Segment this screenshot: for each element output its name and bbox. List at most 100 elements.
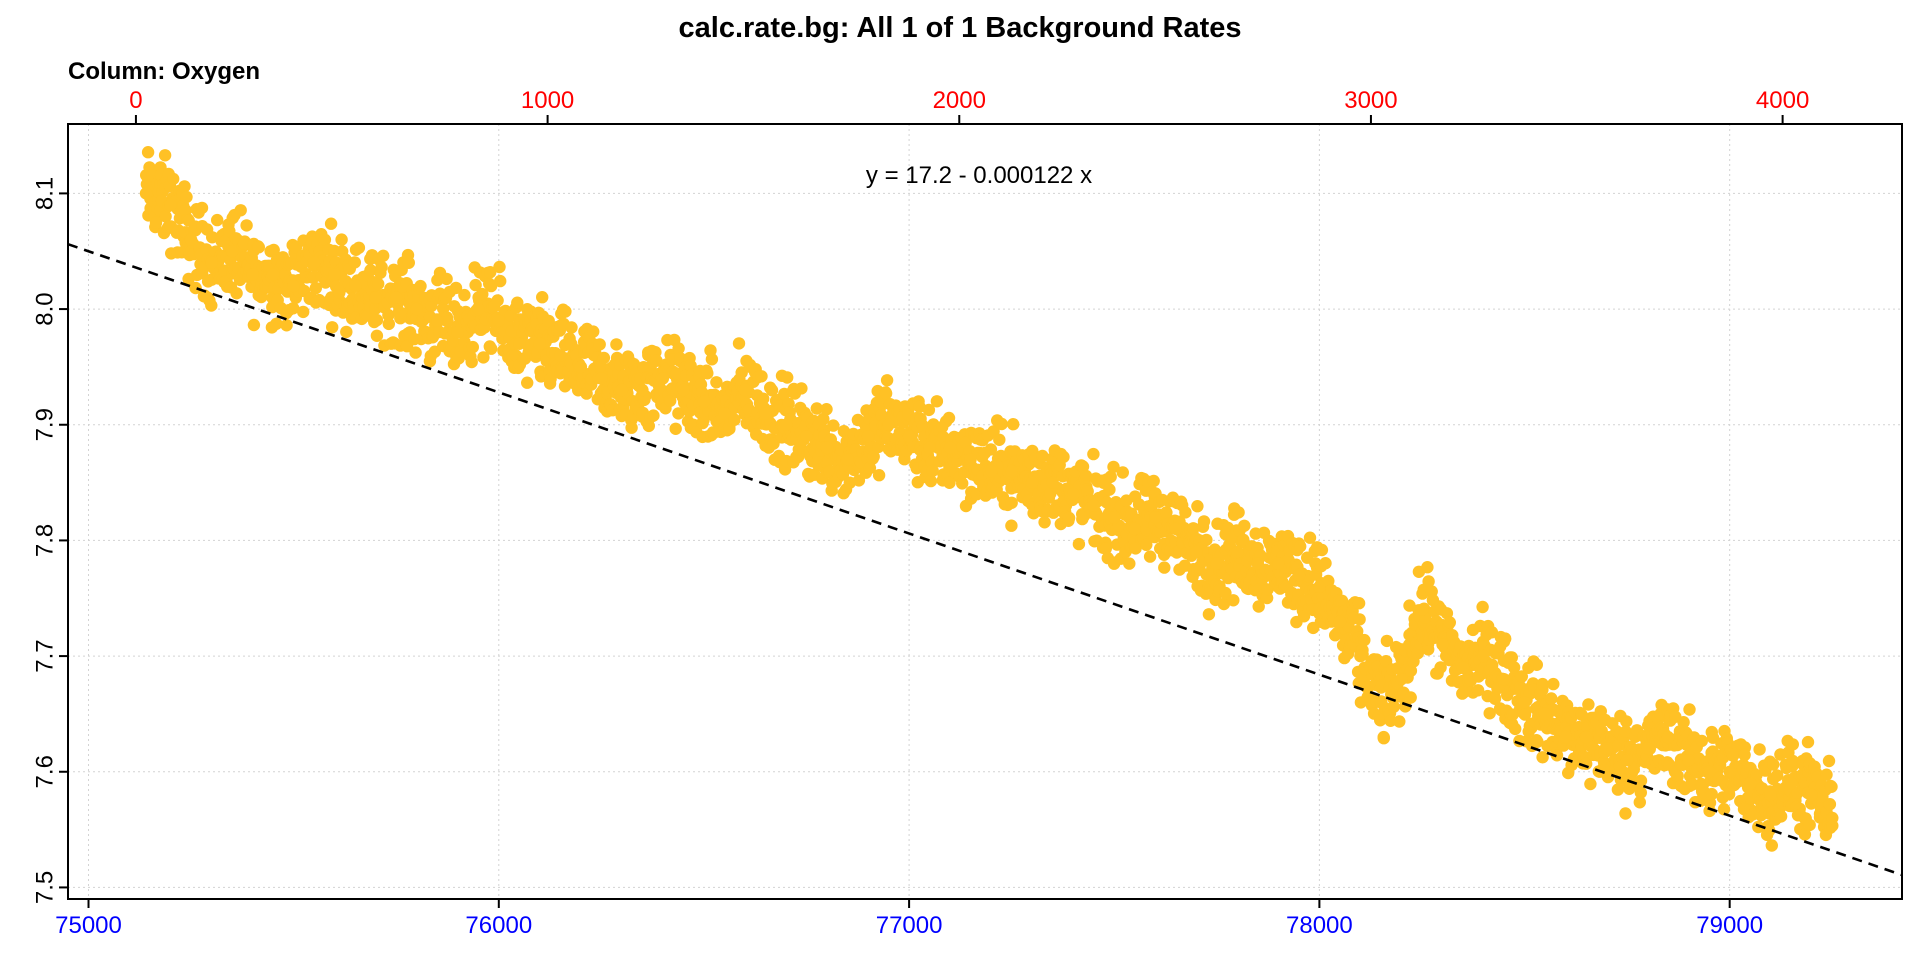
data-point (189, 281, 202, 295)
data-point (326, 321, 339, 334)
data-point (1374, 696, 1388, 709)
data-point (247, 318, 261, 332)
data-point (1217, 597, 1231, 611)
data-point (1518, 708, 1532, 721)
data-point (1322, 574, 1335, 588)
x-tick-label: 76000 (465, 912, 532, 939)
data-point (880, 374, 894, 387)
data-point (1744, 777, 1757, 790)
data-point (1079, 469, 1093, 483)
data-point (1620, 715, 1633, 728)
data-point (1634, 774, 1648, 787)
data-point (1507, 661, 1521, 674)
data-point (1753, 743, 1766, 756)
data-point (985, 464, 998, 478)
data-point (1600, 742, 1613, 755)
data-point (1103, 483, 1116, 496)
data-point (554, 349, 567, 362)
data-point (672, 342, 685, 355)
data-point (875, 409, 888, 422)
x-tick-label: 77000 (876, 912, 943, 939)
data-point (493, 260, 506, 274)
data-point (1803, 818, 1816, 832)
data-point (1531, 735, 1544, 748)
data-point (1723, 765, 1736, 778)
data-point (308, 256, 321, 269)
data-point (837, 425, 851, 438)
data-point (1252, 600, 1265, 613)
y-tick-label: 8.1 (31, 177, 58, 210)
data-point (149, 216, 163, 229)
data-point (141, 146, 155, 159)
data-point (266, 268, 280, 281)
data-point (1619, 725, 1633, 738)
data-point (1582, 698, 1595, 711)
data-point (728, 413, 741, 426)
data-point (718, 407, 731, 420)
data-point (1123, 557, 1136, 570)
data-point (827, 419, 840, 432)
data-point (1143, 550, 1157, 563)
data-point (1763, 824, 1776, 837)
data-point (1358, 633, 1371, 647)
data-point (710, 376, 723, 389)
data-point (755, 370, 768, 383)
data-point (1057, 450, 1070, 464)
data-point (823, 465, 836, 478)
data-point (1823, 798, 1837, 811)
data-point (352, 241, 366, 254)
data-point (382, 317, 395, 331)
data-point (595, 372, 608, 385)
data-point (841, 453, 854, 466)
data-point (1738, 748, 1751, 762)
data-point (574, 360, 588, 374)
data-point (1421, 561, 1434, 574)
data-point (1005, 496, 1018, 509)
data-point (494, 274, 507, 288)
y-tick-label: 7.7 (31, 639, 58, 672)
data-point (1210, 557, 1224, 570)
data-point (431, 314, 444, 327)
data-point (267, 243, 280, 257)
data-point (610, 338, 623, 351)
data-point (465, 355, 478, 369)
data-point (1007, 418, 1020, 431)
y-tick-label: 7.9 (31, 408, 58, 441)
data-point (1005, 464, 1018, 478)
data-point (1099, 542, 1113, 555)
data-point (1785, 777, 1798, 790)
data-point (765, 384, 779, 397)
data-point (184, 233, 198, 246)
data-point (1072, 537, 1086, 551)
data-point (139, 187, 153, 200)
data-point (1671, 769, 1684, 783)
data-point (1705, 787, 1718, 801)
data-point (309, 281, 322, 295)
data-point (1319, 557, 1332, 570)
data-point (677, 383, 690, 397)
data-point (1107, 460, 1120, 474)
data-point (672, 407, 685, 420)
data-point (1584, 777, 1597, 791)
data-point (1303, 531, 1317, 544)
data-point (1179, 506, 1192, 519)
data-point (349, 279, 362, 293)
data-point (205, 299, 218, 312)
data-point (1272, 557, 1285, 570)
data-point (1765, 839, 1779, 852)
regression-equation: y = 17.2 - 0.000122 x (866, 162, 1092, 189)
data-point (669, 422, 682, 435)
data-point (1251, 557, 1265, 570)
data-point (867, 450, 880, 463)
data-point (1393, 715, 1406, 728)
data-point (1036, 449, 1049, 463)
data-point (1294, 540, 1307, 553)
data-point (1767, 758, 1780, 771)
data-point (1550, 749, 1564, 762)
data-point (246, 268, 259, 281)
data-point (328, 268, 341, 281)
data-point (861, 430, 875, 443)
data-point (1158, 561, 1171, 574)
data-point (1333, 615, 1347, 628)
data-point (1038, 516, 1051, 529)
